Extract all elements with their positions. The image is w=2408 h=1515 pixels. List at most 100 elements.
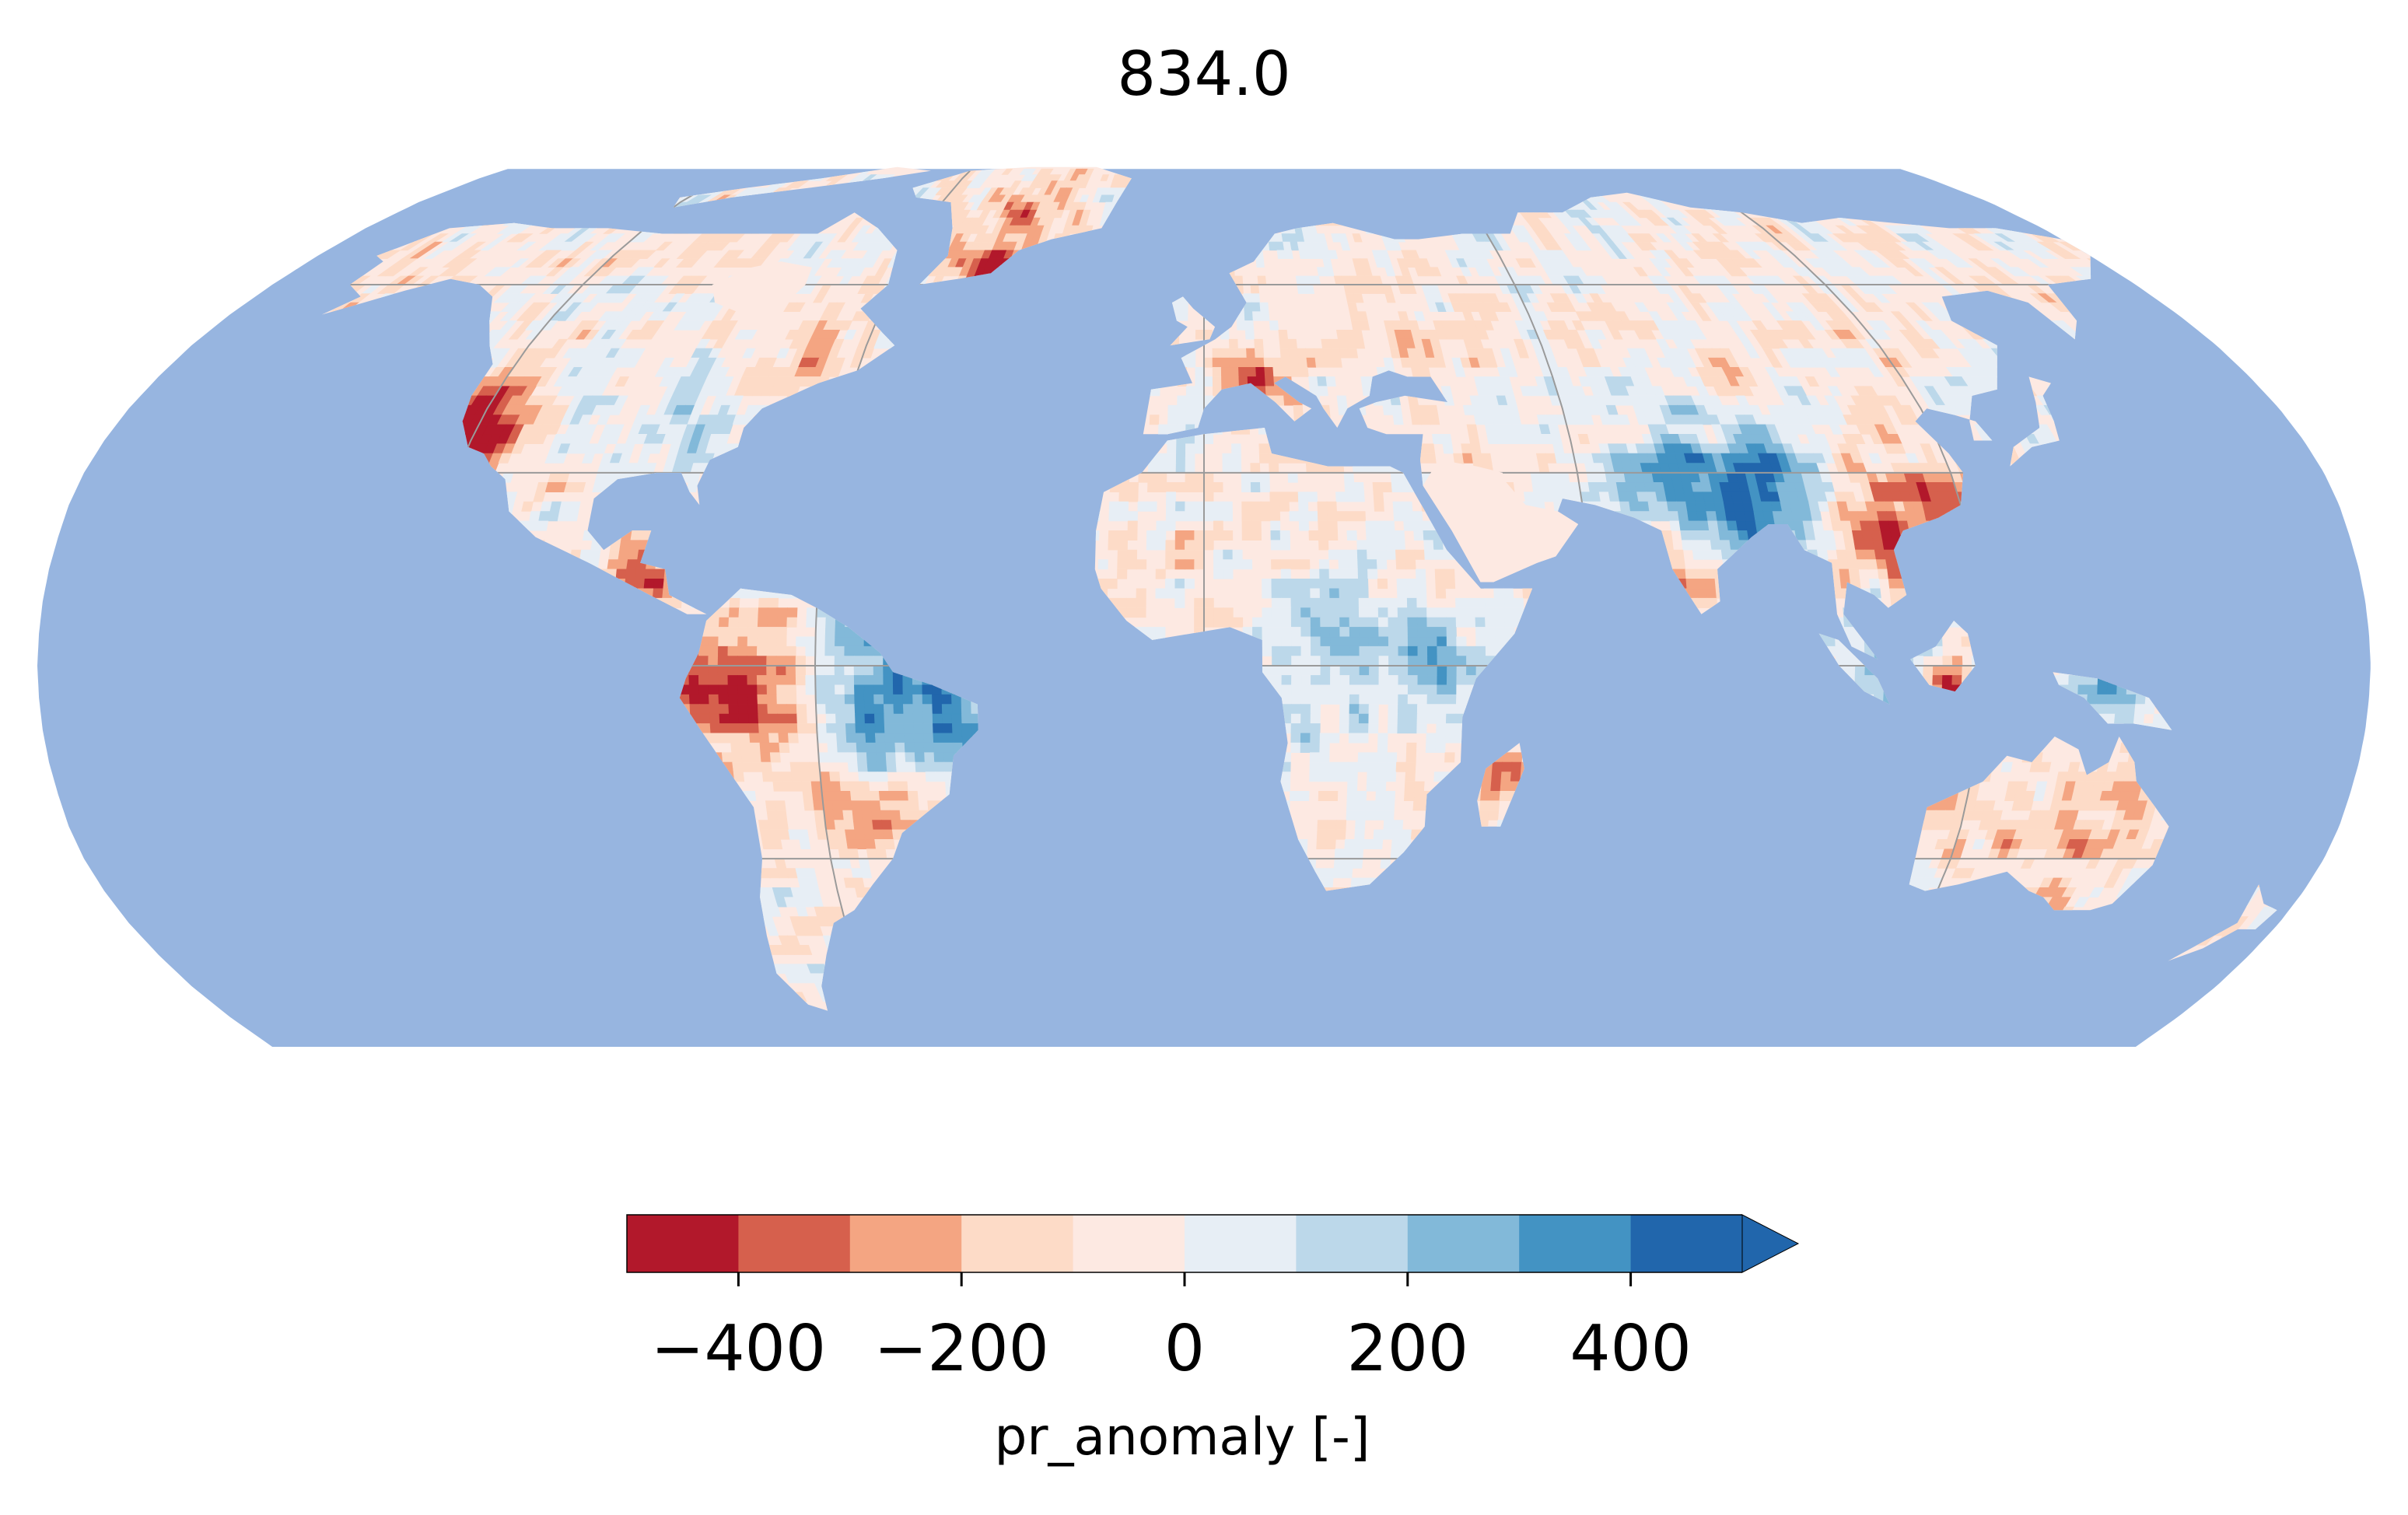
anomaly-cell <box>1241 482 1251 492</box>
anomaly-cell <box>1587 482 1600 492</box>
anomaly-cell <box>1353 330 1363 340</box>
anomaly-cell <box>1289 357 1300 368</box>
anomaly-cell <box>1147 472 1158 483</box>
anomaly-cell <box>1166 453 1177 464</box>
anomaly-cell <box>1550 434 1563 444</box>
anomaly-cell <box>1390 472 1402 483</box>
anomaly-cell <box>1531 482 1543 492</box>
anomaly-cell <box>2035 250 2059 259</box>
anomaly-cell <box>1297 284 1307 294</box>
anomaly-cell <box>1586 472 1598 483</box>
anomaly-cell <box>513 233 534 243</box>
anomaly-cell <box>1194 482 1205 492</box>
anomaly-cell <box>1195 386 1205 397</box>
anomaly-cell <box>779 233 795 243</box>
anomaly-cell <box>1577 241 1592 251</box>
anomaly-cell <box>1212 367 1222 377</box>
anomaly-cell <box>379 250 401 259</box>
anomaly-cell <box>1314 348 1325 359</box>
anomaly-cell <box>1281 367 1292 377</box>
anomaly-cell <box>1287 338 1298 349</box>
anomaly-cell <box>1147 463 1158 474</box>
anomaly-cell <box>1247 367 1257 377</box>
anomaly-cell <box>1272 357 1283 368</box>
anomaly-cell <box>1391 404 1402 415</box>
anomaly-cell <box>1237 357 1248 368</box>
anomaly-cell <box>1254 338 1264 349</box>
anomaly-cell <box>399 241 422 251</box>
anomaly-cell <box>1619 250 1636 259</box>
anomaly-cell <box>639 250 657 259</box>
anomaly-cell <box>1347 302 1358 312</box>
anomaly-cell <box>1212 376 1222 387</box>
anomaly-cell <box>1288 348 1299 359</box>
anomaly-cell <box>1641 233 1657 243</box>
anomaly-cell <box>1453 453 1465 464</box>
anomaly-cell <box>1298 367 1309 377</box>
anomaly-cell <box>1250 463 1261 474</box>
anomaly-cell <box>1185 453 1195 464</box>
anomaly-cell <box>1220 357 1230 368</box>
anomaly-cell <box>1149 415 1160 425</box>
anomaly-cell <box>1480 453 1493 464</box>
anomaly-cell <box>1100 174 1110 181</box>
anomaly-cell <box>1255 357 1265 368</box>
anomaly-cell <box>1359 320 1370 331</box>
anomaly-cell <box>1280 357 1291 368</box>
anomaly-cell <box>1213 482 1223 492</box>
anomaly-cell <box>1605 472 1617 483</box>
anomaly-cell <box>1410 415 1422 425</box>
anomaly-cell <box>2058 241 2082 251</box>
anomaly-cell <box>1293 404 1304 415</box>
anomaly-cell <box>1344 482 1355 492</box>
anomaly-cell <box>1195 330 1205 340</box>
anomaly-cell <box>443 241 465 251</box>
anomaly-cell <box>1466 424 1479 435</box>
anomaly-cell <box>1176 404 1187 415</box>
anomaly-cell <box>1194 472 1205 483</box>
anomaly-cell <box>1655 233 1672 243</box>
anomaly-cell <box>1255 258 1265 268</box>
anomaly-cell <box>1231 463 1242 474</box>
anomaly-cell <box>1481 250 1494 259</box>
anomaly-cell <box>1001 168 1013 175</box>
anomaly-cell <box>1186 357 1196 368</box>
anomaly-cell <box>1510 415 1522 425</box>
anomaly-cell <box>1308 376 1319 387</box>
anomaly-cell <box>1352 233 1363 243</box>
anomaly-cell <box>1330 348 1342 359</box>
anomaly-cell <box>1251 293 1261 303</box>
anomaly-cell <box>1353 482 1365 492</box>
anomaly-cell <box>1138 472 1149 483</box>
anomaly-cell <box>1392 415 1404 425</box>
anomaly-cell <box>1244 330 1255 340</box>
anomaly-cell <box>1283 395 1294 406</box>
anomaly-cell <box>1185 415 1195 425</box>
anomaly-cell <box>1118 482 1129 492</box>
anomaly-cell <box>1322 348 1333 359</box>
anomaly-cell <box>1167 415 1178 425</box>
anomaly-cell <box>1220 348 1230 359</box>
anomaly-cell <box>532 258 551 268</box>
anomaly-cell <box>1311 275 1321 285</box>
anomaly-cell <box>635 233 654 243</box>
anomaly-cell <box>1222 463 1233 474</box>
anomaly-cell <box>1328 250 1339 259</box>
anomaly-cell <box>1391 482 1402 492</box>
anomaly-cell <box>1278 330 1289 340</box>
anomaly-cell <box>1176 415 1187 425</box>
anomaly-cell <box>1383 357 1395 368</box>
anomaly-cell <box>1671 209 1689 219</box>
anomaly-cell <box>1828 241 1848 251</box>
anomaly-cell <box>1175 453 1186 464</box>
anomaly-cell <box>1431 434 1444 444</box>
anomaly-cell <box>1259 302 1269 312</box>
anomaly-cell <box>1221 376 1231 387</box>
anomaly-cell <box>1185 395 1195 406</box>
anomaly-cell <box>1357 311 1368 321</box>
anomaly-cell <box>1203 472 1214 483</box>
anomaly-cell <box>683 258 700 268</box>
anomaly-cell <box>1507 404 1520 415</box>
anomaly-cell <box>1559 482 1572 492</box>
